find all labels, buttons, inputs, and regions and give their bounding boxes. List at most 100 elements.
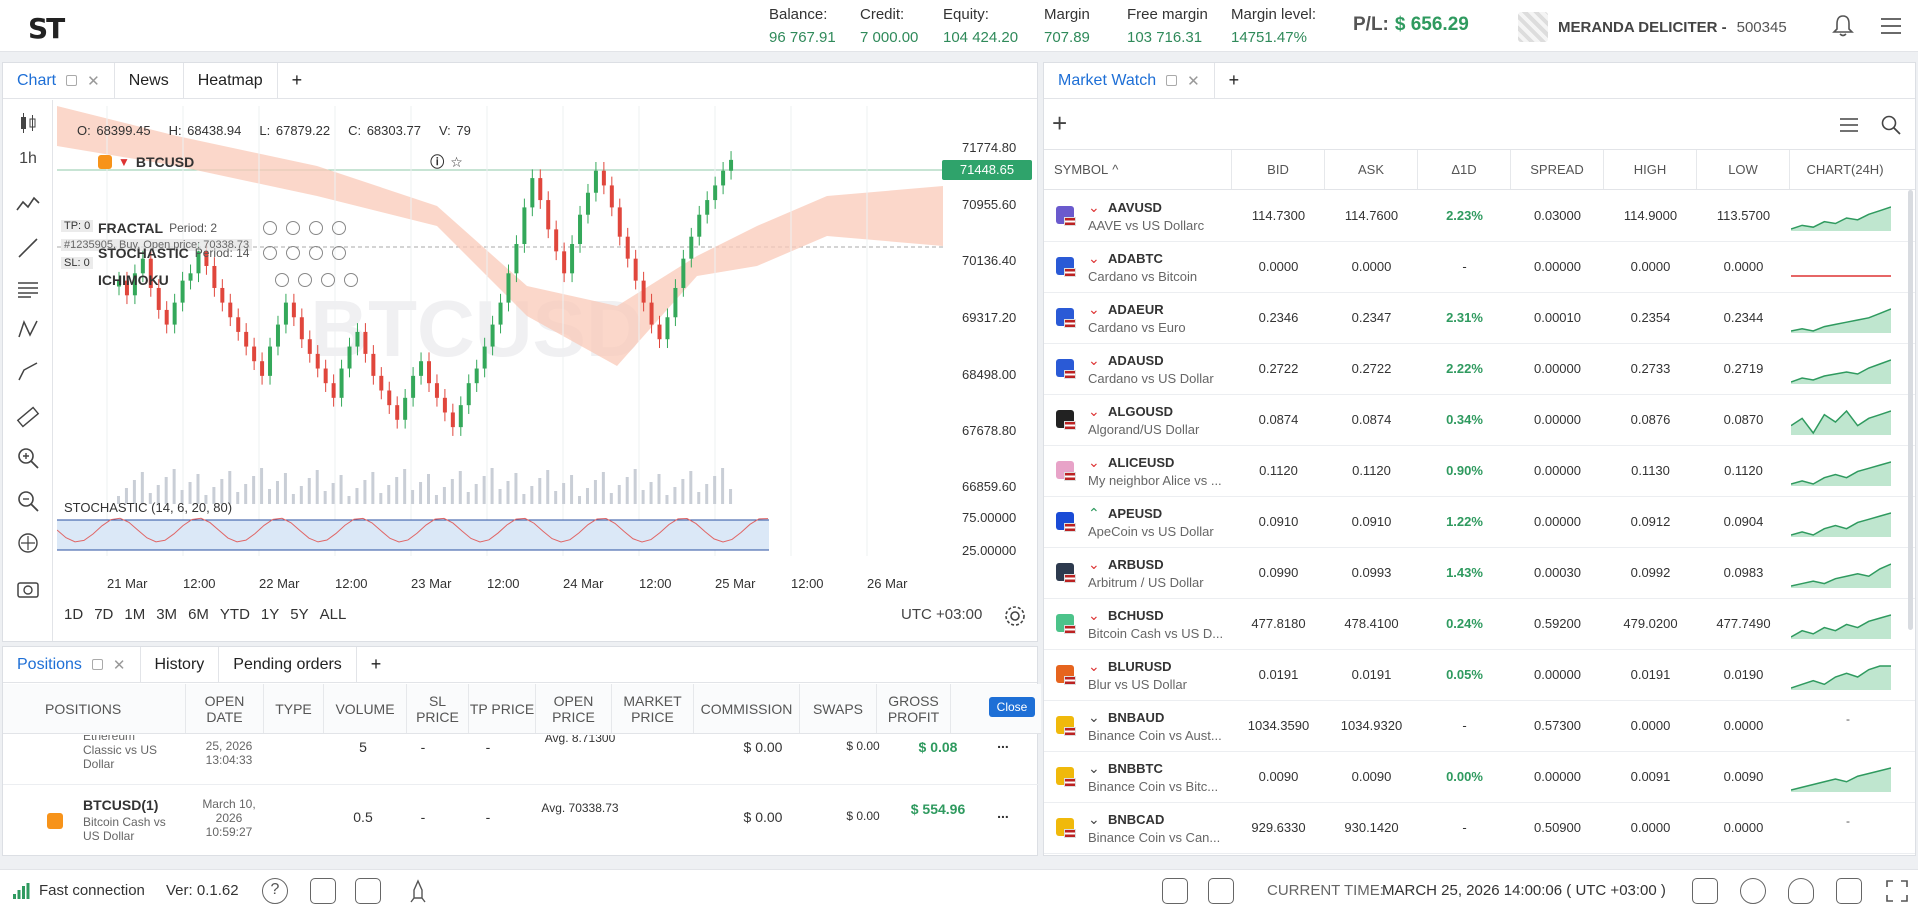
robot-icon[interactable] [310, 878, 336, 904]
eye-icon[interactable] [297, 273, 312, 287]
market-row-adausd[interactable]: ⌄ ADAUSD Cardano vs US Dollar 0.2722 0.2722 2… [1044, 344, 1915, 395]
more-icon[interactable]: ... [997, 735, 1009, 751]
chevron-down-icon[interactable]: ⌄ [1088, 352, 1100, 368]
chevron-down-icon[interactable]: ⌄ [1088, 301, 1100, 317]
help-icon[interactable]: ? [262, 878, 288, 904]
camera-icon[interactable] [15, 575, 41, 601]
bid-value[interactable]: 0.0910 [1258, 514, 1299, 529]
indicator-ichimoku[interactable]: ICHIMOKU [98, 272, 358, 288]
chevron-down-icon[interactable]: ⌄ [1088, 658, 1100, 674]
trash-icon[interactable] [332, 246, 347, 260]
ask-value[interactable]: 930.1420 [1344, 820, 1399, 835]
table-row[interactable]: BTCUSD(1) Bitcoin Cash vs US Dollar Marc… [3, 787, 1041, 847]
market-row-apeusd[interactable]: ⌃ APEUSD ApeCoin vs US Dollar 0.0910 0.0910 1… [1044, 497, 1915, 548]
chevron-down-icon[interactable]: ⌄ [1088, 811, 1100, 827]
star-icon[interactable] [274, 273, 289, 287]
calculator-icon[interactable] [355, 878, 381, 904]
bid-value[interactable]: 0.0990 [1258, 565, 1299, 580]
lightbulb-icon[interactable] [1788, 878, 1814, 904]
range-1d[interactable]: 1D [64, 606, 84, 623]
eye-icon[interactable] [286, 221, 301, 235]
bid-value[interactable]: 0.0000 [1258, 259, 1299, 274]
bid-value[interactable]: 114.7300 [1251, 208, 1306, 223]
price-chart[interactable]: BTCUSD [57, 106, 943, 556]
zoom-in-icon[interactable] [15, 445, 41, 471]
scrollbar[interactable] [1908, 190, 1913, 630]
gear-icon[interactable] [309, 246, 324, 260]
close-icon[interactable]: ✕ [1187, 72, 1200, 90]
ask-value[interactable]: 0.2722 [1351, 361, 1392, 376]
star-icon[interactable]: ☆ [450, 153, 463, 170]
add-tab-button[interactable]: + [1228, 70, 1240, 90]
ask-value[interactable]: 0.1120 [1352, 463, 1391, 478]
tab-pending-orders[interactable]: Pending orders [219, 647, 357, 682]
ruler-icon[interactable] [15, 404, 41, 430]
market-row-arbusd[interactable]: ⌄ ARBUSD Arbitrum / US Dollar 0.0990 0.0993 1… [1044, 548, 1915, 599]
add-symbol-button[interactable]: + [1052, 108, 1068, 138]
close-icon[interactable]: ✕ [112, 656, 126, 674]
gear-icon[interactable] [309, 221, 324, 235]
menu-icon[interactable] [1878, 13, 1904, 39]
trendline-icon[interactable] [15, 235, 41, 261]
tab-chart[interactable]: Chart ✕ [3, 63, 115, 98]
chevron-down-icon[interactable]: ⌄ [1088, 403, 1100, 419]
indicator-stochastic[interactable]: STOCHASTIC Period: 14 [98, 245, 347, 261]
rocket-icon[interactable] [405, 878, 431, 904]
chevron-down-icon[interactable]: ⌄ [1088, 556, 1100, 572]
range-ytd[interactable]: YTD [219, 606, 250, 623]
bid-value[interactable]: 929.6330 [1251, 820, 1306, 835]
market-row-blurusd[interactable]: ⌄ BLURUSD Blur vs US Dollar 0.0191 0.0191 0.0… [1044, 650, 1915, 701]
market-row-bnbbtc[interactable]: ⌄ BNBBTC Binance Coin vs Bitc... 0.0090 0.00… [1044, 752, 1915, 803]
indicators-icon[interactable] [15, 192, 41, 218]
market-row-aliceusd[interactable]: ⌄ ALICEUSD My neighbor Alice vs ... 0.1120 0… [1044, 446, 1915, 497]
sound-icon[interactable] [1162, 878, 1188, 904]
order-label[interactable]: #1235905, Buy, Open price: 70338.73 [61, 239, 253, 251]
timezone-label[interactable]: UTC +03:00 [901, 606, 983, 623]
range-7d[interactable]: 7D [94, 606, 114, 623]
range-5y[interactable]: 5Y [290, 606, 309, 623]
symbol-legend[interactable]: ▼ BTCUSD ⓘ ☆ [98, 152, 463, 172]
more-icon[interactable]: ... [997, 805, 1009, 821]
chevron-down-icon[interactable]: ⌄ [1088, 250, 1100, 266]
table-row[interactable]: Ethereum Classic vs US Dollar 25, 2026 1… [3, 735, 1041, 785]
search-icon[interactable] [1880, 114, 1902, 136]
zoom-out-icon[interactable] [15, 488, 41, 514]
range-6m[interactable]: 6M [188, 606, 209, 623]
ask-value[interactable]: 478.4100 [1344, 616, 1399, 631]
bell-icon[interactable] [1830, 13, 1856, 39]
ask-value[interactable]: 0.0000 [1351, 259, 1392, 274]
market-row-algousd[interactable]: ⌄ ALGOUSD Algorand/US Dollar 0.0874 0.0874 0.… [1044, 395, 1915, 446]
calendar-icon[interactable] [1692, 878, 1718, 904]
tab-positions[interactable]: Positions ✕ [3, 647, 141, 682]
chevron-down-icon[interactable]: ⌄ [1088, 760, 1100, 776]
tab-heatmap[interactable]: Heatmap [184, 63, 278, 98]
horizontal-lines-icon[interactable] [15, 276, 41, 302]
col-symbol[interactable]: SYMBOL ^ [1044, 150, 1232, 189]
user-account[interactable]: MERANDA DELICITER - 500345 [1518, 12, 1787, 42]
path-icon[interactable] [15, 358, 41, 384]
chevron-down-icon[interactable]: ⌄ [1088, 607, 1100, 623]
star-icon[interactable] [263, 246, 278, 260]
chevron-down-icon[interactable]: ⌄ [1088, 454, 1100, 470]
alarm-icon[interactable] [1740, 878, 1766, 904]
one-click-trading-icon[interactable] [1836, 878, 1862, 904]
crosshair-icon[interactable] [15, 530, 41, 556]
ask-value[interactable]: 0.0993 [1351, 565, 1392, 580]
tab-history[interactable]: History [141, 647, 220, 682]
trash-icon[interactable] [332, 221, 347, 235]
range-3m[interactable]: 3M [156, 606, 178, 623]
gear-icon[interactable] [320, 273, 335, 287]
chevron-up-icon[interactable]: ⌃ [1088, 505, 1100, 521]
ask-value[interactable]: 0.0191 [1351, 667, 1392, 682]
layout-icon[interactable] [1208, 878, 1234, 904]
chevron-down-icon[interactable]: ⌄ [1088, 199, 1100, 215]
bid-value[interactable]: 0.0090 [1258, 769, 1299, 784]
close-all-button[interactable]: Close [989, 697, 1035, 717]
eye-icon[interactable] [286, 246, 301, 260]
bid-value[interactable]: 0.2346 [1258, 310, 1299, 325]
bid-value[interactable]: 0.0191 [1258, 667, 1299, 682]
tab-news[interactable]: News [115, 63, 184, 98]
interval-selector[interactable]: 1h [19, 150, 37, 167]
app-logo[interactable]: ST [28, 12, 65, 45]
detach-icon[interactable] [1166, 75, 1178, 86]
